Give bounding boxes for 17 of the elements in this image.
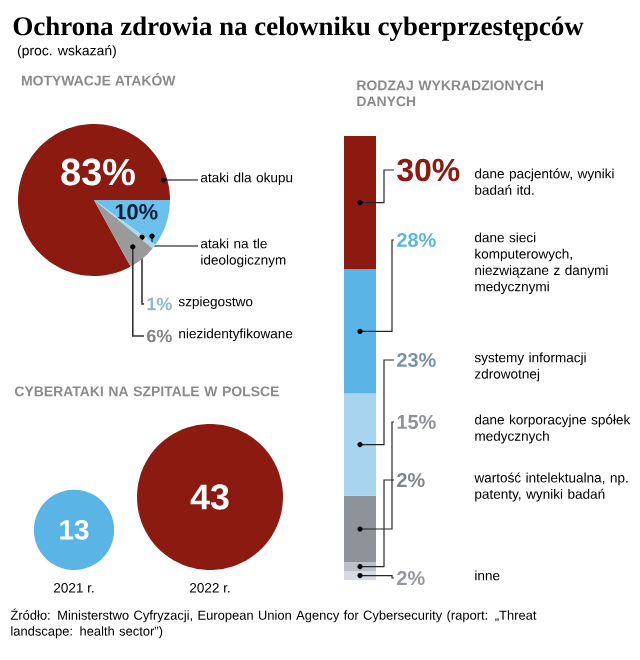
- data-label: 2%: [397, 472, 425, 488]
- data-label: 28%: [397, 232, 436, 248]
- data-label: 6%: [147, 329, 172, 343]
- data-label: 2%: [397, 570, 425, 586]
- bar: [344, 136, 376, 270]
- bar: [344, 495, 376, 563]
- data-label: 15%: [397, 414, 436, 430]
- data-label: 43: [190, 484, 229, 510]
- data-label: 10%: [115, 204, 158, 220]
- data-label: 1%: [147, 297, 172, 311]
- data-label: 83%: [61, 158, 135, 186]
- data-label: 23%: [397, 352, 436, 368]
- bar: [344, 269, 376, 394]
- chart-title: Ochrona zdrowia na celowniku cyberprzestępców: [13, 16, 584, 41]
- bar: [344, 393, 376, 496]
- data-label: 30%: [397, 158, 460, 182]
- data-label: 13: [60, 519, 89, 540]
